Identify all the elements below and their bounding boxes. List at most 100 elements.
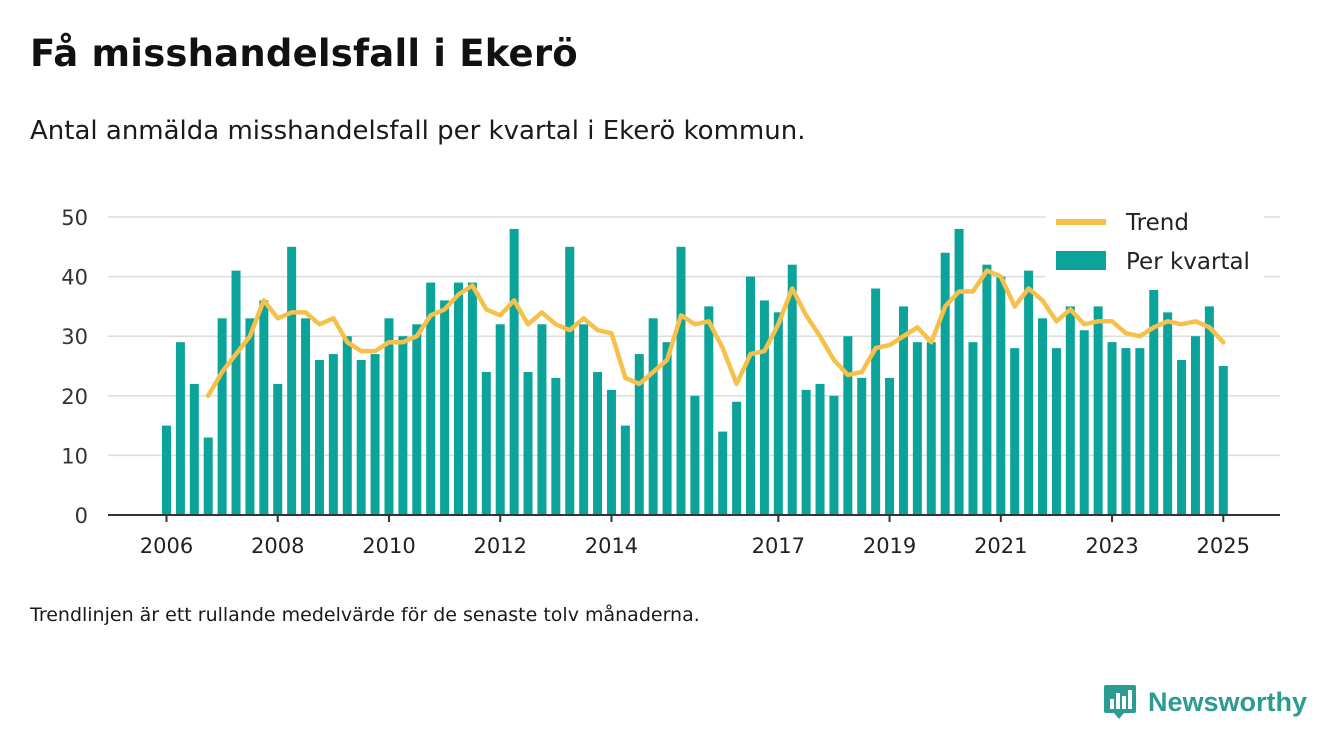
- bar: [1163, 312, 1173, 515]
- bar: [162, 425, 171, 515]
- bar: [676, 246, 686, 516]
- bar: [537, 324, 547, 515]
- bar: [982, 264, 992, 515]
- bar: [328, 354, 338, 515]
- bar: [648, 318, 658, 515]
- bar: [175, 342, 185, 515]
- chart-subtitle: Antal anmälda misshandelsfall per kvarta…: [30, 116, 806, 146]
- bar: [718, 431, 728, 515]
- bar: [287, 246, 297, 516]
- bar: [843, 336, 853, 515]
- bar: [1024, 270, 1034, 515]
- bar: [259, 300, 269, 515]
- x-tick-label: 2025: [1197, 534, 1250, 558]
- bar: [746, 276, 756, 515]
- bar: [996, 276, 1006, 515]
- x-tick-label: 2012: [473, 534, 526, 558]
- bar: [829, 395, 839, 515]
- y-tick-label: 30: [61, 325, 88, 349]
- bar: [509, 228, 519, 516]
- bar: [203, 437, 213, 515]
- bar: [759, 300, 769, 515]
- bar: [523, 371, 533, 515]
- newsworthy-bar-chart-icon: [1104, 685, 1136, 719]
- bar-series: [162, 228, 1228, 516]
- y-axis-ticks: 0 10 20 30 40 50: [61, 206, 88, 528]
- bar: [926, 342, 936, 515]
- bar: [1149, 288, 1159, 515]
- bar: [1190, 336, 1200, 515]
- bar: [1093, 306, 1103, 515]
- bar: [1135, 348, 1145, 515]
- chart-title: Få misshandelsfall i Ekerö: [30, 32, 578, 75]
- legend-bar-swatch: [1056, 251, 1106, 270]
- bar: [579, 324, 589, 515]
- x-tick-label: 2021: [974, 534, 1027, 558]
- bar: [398, 336, 408, 515]
- bar: [898, 306, 908, 515]
- bar: [1065, 306, 1075, 515]
- bar: [426, 282, 436, 515]
- bar: [314, 360, 324, 515]
- bar: [481, 371, 491, 515]
- bar: [871, 288, 881, 515]
- bar: [1204, 306, 1214, 515]
- bar: [815, 383, 825, 515]
- x-tick-label: 2006: [140, 534, 193, 558]
- bar: [620, 425, 630, 515]
- bar: [467, 282, 477, 515]
- bar: [662, 342, 672, 515]
- bar: [634, 354, 644, 515]
- bar: [384, 318, 394, 515]
- bar: [690, 395, 700, 515]
- bar: [801, 389, 811, 515]
- bar: [1121, 348, 1131, 515]
- bar: [231, 270, 241, 515]
- y-tick-label: 40: [61, 266, 88, 290]
- bar: [245, 318, 255, 515]
- brand-logo[interactable]: Newsworthy: [1102, 683, 1307, 721]
- bar: [732, 401, 742, 515]
- bar: [606, 389, 616, 515]
- legend: Trend Per kvartal: [1046, 200, 1264, 290]
- chart-area: 0 10 20 30 40 50 2006 2008 2010 2012 2014 2017 2019…: [61, 200, 1280, 558]
- legend-bar-label: Per kvartal: [1126, 249, 1250, 275]
- bar: [1051, 348, 1061, 515]
- bar: [1107, 342, 1117, 515]
- x-tick-label: 2008: [251, 534, 304, 558]
- x-tick-label: 2010: [362, 534, 415, 558]
- bar: [1010, 348, 1020, 515]
- bar: [968, 342, 978, 515]
- bar: [954, 228, 964, 516]
- bar: [704, 306, 714, 515]
- x-tick-label: 2023: [1085, 534, 1138, 558]
- bar: [440, 300, 450, 515]
- bar: [593, 371, 603, 515]
- bar: [301, 318, 311, 515]
- bar: [189, 383, 199, 515]
- trend-series: [205, 268, 1226, 399]
- bar: [857, 377, 867, 515]
- x-tick-label: 2017: [752, 534, 805, 558]
- bar: [1218, 366, 1228, 515]
- bar: [495, 324, 505, 515]
- bar: [342, 336, 352, 515]
- bar: [370, 354, 380, 515]
- bar: [273, 383, 283, 515]
- bar: [940, 252, 950, 515]
- trend-line: [205, 268, 1226, 399]
- y-tick-label: 50: [61, 206, 88, 230]
- brand-name: Newsworthy: [1148, 686, 1308, 717]
- x-tick-label: 2014: [585, 534, 638, 558]
- y-tick-label: 10: [61, 444, 88, 468]
- bar: [454, 282, 464, 515]
- bar: [551, 377, 561, 515]
- footnote: Trendlinjen är ett rullande medelvärde f…: [30, 604, 700, 626]
- bar: [912, 342, 922, 515]
- bar: [1079, 330, 1089, 515]
- bar: [885, 377, 895, 515]
- bar: [1177, 360, 1187, 515]
- legend-background: [1046, 200, 1264, 290]
- bar: [356, 360, 366, 515]
- x-tick-label: 2019: [863, 534, 916, 558]
